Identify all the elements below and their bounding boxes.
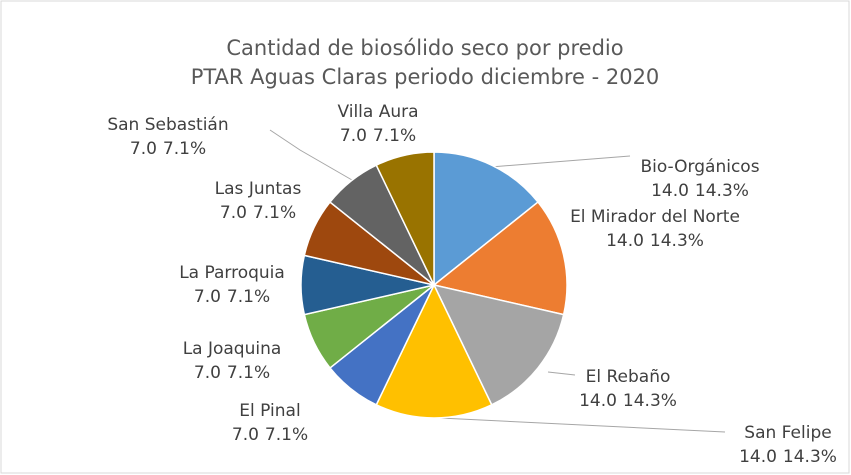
data-label: San Sebastián 7.0 7.1% — [107, 115, 228, 159]
category-label: La Joaquina — [183, 339, 282, 359]
category-label: San Felipe — [744, 423, 831, 443]
value-label: 7.0 — [220, 203, 247, 223]
percent-label: 14.3% — [695, 181, 749, 201]
value-label: 14.0 — [739, 447, 777, 467]
percent-label: 7.1% — [253, 203, 296, 223]
data-label: Bio-Orgánicos 14.0 14.3% — [640, 157, 759, 201]
chart-title: Cantidad de biosólido seco por predio — [226, 36, 623, 60]
value-label: 14.0 — [651, 181, 689, 201]
value-label: 7.0 — [194, 363, 221, 383]
data-label: La Joaquina 7.0 7.1% — [183, 339, 282, 383]
leader-line — [269, 129, 353, 181]
percent-label: 14.3% — [650, 231, 704, 251]
percent-label: 14.3% — [623, 391, 677, 411]
leader-line — [477, 155, 631, 169]
category-label: San Sebastián — [107, 115, 228, 135]
percent-label: 7.1% — [373, 126, 416, 146]
category-label: El Pinal — [239, 401, 300, 421]
pie-slice — [432, 283, 565, 406]
value-label: 14.0 — [606, 231, 644, 251]
value-label: 14.0 — [579, 391, 617, 411]
data-label: El Rebaño 14.0 14.3% — [579, 367, 677, 411]
pie-slice — [375, 283, 493, 419]
category-label: Las Juntas — [215, 179, 302, 199]
category-label: La Parroquia — [179, 263, 285, 283]
category-label: Bio-Orgánicos — [640, 157, 759, 177]
value-label: 7.0 — [340, 126, 367, 146]
value-label: 7.0 — [232, 425, 259, 445]
value-label: 7.0 — [194, 287, 221, 307]
category-label: El Mirador del Norte — [570, 207, 740, 227]
data-label: El Mirador del Norte 14.0 14.3% — [570, 207, 740, 251]
pie-slice — [433, 151, 540, 287]
chart-title: PTAR Aguas Claras periodo diciembre - 20… — [191, 65, 660, 89]
percent-label: 14.3% — [783, 447, 837, 467]
pie-slice — [375, 151, 435, 286]
percent-label: 7.1% — [227, 363, 270, 383]
value-label: 7.0 — [130, 139, 157, 159]
category-label: El Rebaño — [586, 367, 671, 387]
data-label: La Parroquia 7.0 7.1% — [179, 263, 285, 307]
leader-line — [439, 417, 726, 433]
data-label: Las Juntas 7.0 7.1% — [215, 179, 302, 223]
leader-line — [547, 371, 576, 376]
data-label: San Felipe 14.0 14.3% — [739, 423, 837, 467]
leader-lines — [269, 129, 726, 433]
percent-label: 7.1% — [163, 139, 206, 159]
percent-label: 7.1% — [227, 287, 270, 307]
data-label: Villa Aura 7.0 7.1% — [337, 102, 418, 146]
percent-label: 7.1% — [265, 425, 308, 445]
category-label: Villa Aura — [337, 102, 418, 122]
pie-slice — [432, 201, 568, 316]
data-label: El Pinal 7.0 7.1% — [232, 401, 308, 445]
